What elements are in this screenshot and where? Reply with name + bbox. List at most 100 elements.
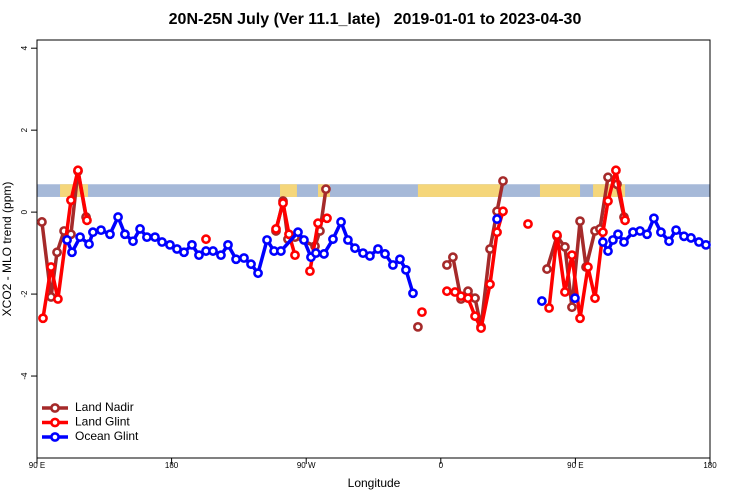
point-marker bbox=[246, 259, 256, 270]
point-marker bbox=[365, 251, 375, 261]
land-band bbox=[417, 184, 501, 197]
point-marker bbox=[575, 313, 585, 324]
point-marker bbox=[395, 254, 405, 265]
point-marker bbox=[583, 262, 593, 272]
point-marker bbox=[223, 240, 233, 250]
point-marker bbox=[208, 246, 218, 256]
point-marker bbox=[408, 288, 418, 299]
x-tick-label: 90 W bbox=[297, 461, 316, 470]
legend-label: Land Glint bbox=[75, 415, 130, 429]
point-marker bbox=[620, 215, 630, 226]
point-marker bbox=[52, 247, 62, 258]
point-marker bbox=[165, 240, 175, 250]
point-marker bbox=[492, 214, 502, 224]
point-marker bbox=[201, 234, 211, 245]
point-marker bbox=[536, 296, 547, 306]
point-marker bbox=[239, 253, 249, 263]
point-marker bbox=[417, 307, 427, 318]
point-marker bbox=[544, 303, 554, 313]
legend-marker bbox=[50, 417, 60, 428]
point-marker bbox=[401, 264, 411, 275]
series-line bbox=[41, 168, 89, 319]
y-tick-label: 0 bbox=[20, 209, 29, 214]
point-marker bbox=[62, 235, 72, 245]
point-marker bbox=[84, 239, 94, 249]
point-marker bbox=[649, 213, 659, 224]
point-marker bbox=[485, 279, 495, 290]
point-marker bbox=[570, 293, 580, 304]
point-marker bbox=[66, 195, 76, 206]
point-marker bbox=[67, 247, 77, 258]
point-marker bbox=[157, 237, 167, 247]
point-marker bbox=[313, 218, 323, 229]
point-marker bbox=[216, 250, 226, 261]
point-marker bbox=[142, 232, 152, 243]
point-marker bbox=[542, 264, 552, 274]
point-marker bbox=[284, 229, 294, 240]
point-marker bbox=[598, 227, 608, 238]
point-marker bbox=[299, 235, 309, 245]
point-marker bbox=[319, 249, 329, 259]
point-marker bbox=[262, 235, 272, 245]
point-marker bbox=[492, 227, 502, 238]
point-marker bbox=[611, 165, 621, 176]
point-marker bbox=[75, 232, 85, 243]
point-marker bbox=[603, 246, 613, 256]
point-marker bbox=[476, 323, 486, 333]
point-marker bbox=[311, 248, 321, 258]
point-marker bbox=[46, 262, 56, 272]
series-line bbox=[274, 201, 297, 256]
land-band bbox=[539, 184, 581, 197]
point-marker bbox=[88, 227, 98, 238]
point-marker bbox=[82, 215, 92, 226]
plot-frame bbox=[36, 39, 711, 459]
point-marker bbox=[598, 237, 608, 247]
point-marker bbox=[120, 229, 130, 240]
point-marker bbox=[293, 227, 303, 238]
x-tick-label: 180 bbox=[165, 461, 179, 470]
point-marker bbox=[73, 165, 83, 176]
x-tick-label: 90 E bbox=[567, 461, 583, 470]
point-marker bbox=[187, 240, 197, 250]
legend-label: Ocean Glint bbox=[75, 429, 139, 443]
point-marker bbox=[485, 244, 495, 254]
point-marker bbox=[373, 244, 383, 254]
point-marker bbox=[575, 216, 585, 227]
point-marker bbox=[278, 198, 288, 209]
point-marker bbox=[128, 236, 138, 247]
legend-label: Land Nadir bbox=[75, 400, 134, 414]
point-marker bbox=[322, 213, 332, 224]
y-tick-label: 2 bbox=[20, 127, 29, 132]
point-marker bbox=[448, 252, 458, 263]
point-marker bbox=[608, 235, 618, 245]
point-marker bbox=[179, 247, 189, 258]
point-marker bbox=[305, 266, 315, 277]
point-marker bbox=[442, 260, 452, 270]
point-marker bbox=[560, 287, 570, 297]
x-tick-label: 0 bbox=[439, 461, 444, 470]
point-marker bbox=[523, 219, 533, 229]
y-tick-label: -2 bbox=[20, 290, 29, 298]
point-marker bbox=[336, 217, 346, 227]
point-marker bbox=[590, 293, 600, 304]
point-marker bbox=[619, 237, 629, 247]
point-marker bbox=[380, 249, 390, 259]
y-axis-label: XCO2 - MLO trend (ppm) bbox=[0, 182, 14, 317]
point-marker bbox=[38, 313, 48, 324]
point-marker bbox=[498, 206, 508, 217]
point-marker bbox=[664, 236, 674, 247]
point-marker bbox=[613, 229, 623, 240]
y-tick-label: 4 bbox=[20, 45, 29, 50]
point-marker bbox=[253, 268, 263, 279]
point-marker bbox=[150, 232, 160, 243]
point-marker bbox=[37, 217, 47, 227]
point-marker bbox=[603, 196, 613, 206]
point-marker bbox=[231, 254, 241, 265]
point-marker bbox=[671, 225, 681, 236]
point-marker bbox=[656, 227, 666, 238]
point-marker bbox=[701, 240, 711, 250]
point-marker bbox=[413, 321, 423, 332]
point-marker bbox=[328, 234, 338, 245]
